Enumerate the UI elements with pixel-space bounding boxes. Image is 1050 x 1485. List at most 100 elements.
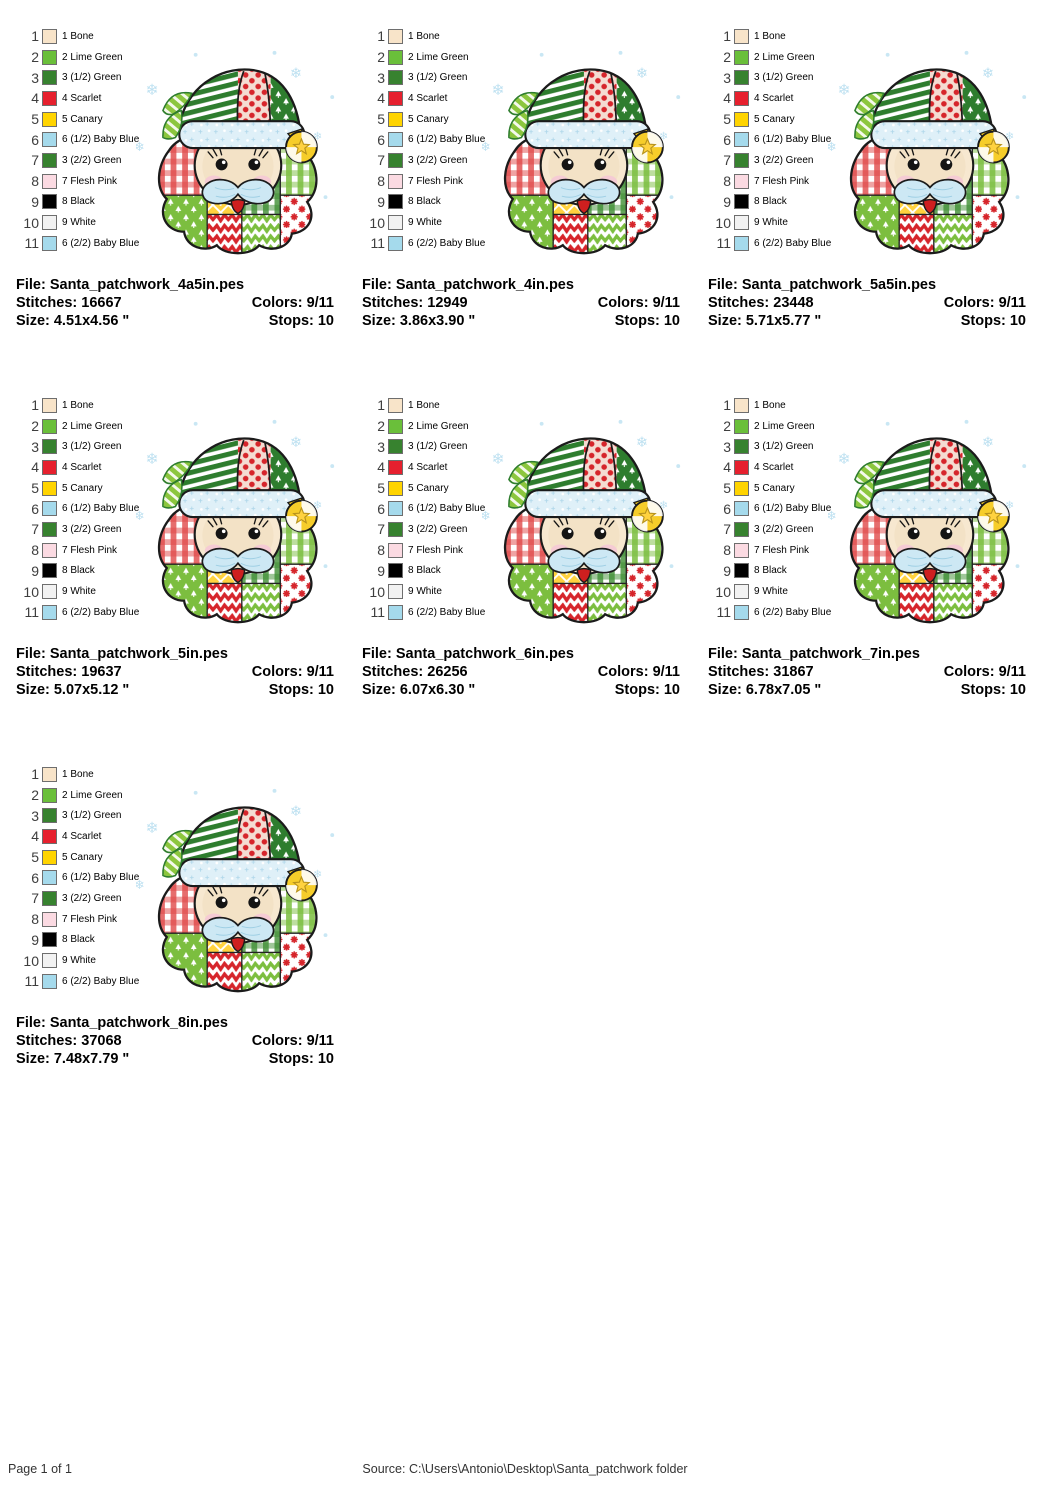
stop-count: Stops: 10: [614, 313, 680, 329]
thread-color-row: 9 8 Black: [14, 561, 139, 582]
thread-color-swatch: [734, 152, 749, 168]
thread-color-swatch: [42, 132, 57, 148]
thread-color-label: 1 Bone: [62, 30, 94, 42]
stitch-count: Stitches: 16667: [16, 295, 122, 311]
thread-number: 4: [377, 90, 385, 107]
thread-color-list: 1 1 Bone 2 2 Lime Green 3 3 (1/2) Green …: [360, 395, 485, 623]
thread-color-row: 2 2 Lime Green: [14, 47, 139, 68]
thread-number: 10: [23, 583, 39, 600]
thread-color-row: 1 1 Bone: [706, 26, 831, 47]
design-size: Size: 7.48x7.79 ": [16, 1051, 130, 1067]
thread-color-label: 1 Bone: [408, 399, 440, 411]
design-card: 1 1 Bone 2 2 Lime Green 3 3 (1/2) Green …: [14, 395, 338, 740]
thread-color-label: 9 White: [754, 217, 788, 229]
thread-color-swatch: [42, 890, 57, 906]
thread-number: 5: [31, 111, 39, 128]
thread-number: 5: [31, 849, 39, 866]
thread-color-row: 3 3 (1/2) Green: [706, 436, 831, 457]
thread-color-swatch: [42, 480, 57, 496]
thread-color-label: 8 Black: [62, 565, 95, 577]
thread-color-swatch: [388, 521, 403, 537]
thread-number: 3: [723, 69, 731, 86]
color-count: Colors: 9/11: [597, 295, 680, 311]
design-info: File: Santa_patchwork_5in.pes Stitches: …: [16, 645, 334, 699]
thread-color-row: 11 6 (2/2) Baby Blue: [360, 602, 485, 623]
design-preview-image: [136, 411, 338, 627]
thread-color-row: 11 6 (2/2) Baby Blue: [706, 233, 831, 254]
thread-number: 6: [723, 131, 731, 148]
thread-color-label: 1 Bone: [754, 30, 786, 42]
thread-number: 8: [723, 542, 731, 559]
thread-number: 9: [377, 562, 385, 579]
design-preview-image: [828, 42, 1030, 258]
thread-color-label: 2 Lime Green: [408, 51, 469, 63]
design-preview-image: [482, 411, 684, 627]
stitch-count: Stitches: 31867: [708, 664, 814, 680]
thread-color-label: 4 Scarlet: [408, 461, 448, 473]
design-size: Size: 3.86x3.90 ": [362, 313, 476, 329]
thread-color-row: 2 2 Lime Green: [360, 47, 485, 68]
thread-color-label: 3 (1/2) Green: [754, 441, 814, 453]
design-card: 1 1 Bone 2 2 Lime Green 3 3 (1/2) Green …: [14, 764, 338, 1109]
thread-color-swatch: [734, 439, 749, 455]
stop-count: Stops: 10: [960, 313, 1026, 329]
thread-number: 4: [723, 459, 731, 476]
design-preview-image: [136, 780, 338, 996]
thread-color-label: 3 (1/2) Green: [62, 72, 122, 84]
thread-color-swatch: [388, 439, 403, 455]
thread-color-row: 10 9 White: [14, 950, 139, 971]
thread-color-row: 6 6 (1/2) Baby Blue: [14, 498, 139, 519]
file-name: File: Santa_patchwork_4in.pes: [362, 277, 574, 293]
thread-color-row: 3 3 (1/2) Green: [14, 67, 139, 88]
thread-color-swatch: [734, 173, 749, 189]
file-name: File: Santa_patchwork_7in.pes: [708, 646, 920, 662]
thread-number: 11: [716, 604, 731, 621]
thread-color-swatch: [388, 28, 403, 44]
thread-color-row: 7 3 (2/2) Green: [14, 519, 139, 540]
thread-number: 7: [377, 152, 385, 169]
color-count: Colors: 9/11: [251, 664, 334, 680]
thread-color-row: 4 4 Scarlet: [14, 457, 139, 478]
thread-number: 3: [377, 69, 385, 86]
thread-color-swatch: [388, 111, 403, 127]
thread-color-swatch: [42, 973, 57, 989]
thread-number: 11: [24, 973, 39, 990]
thread-color-swatch: [42, 604, 57, 620]
thread-number: 3: [377, 438, 385, 455]
thread-color-label: 6 (2/2) Baby Blue: [754, 606, 832, 618]
thread-color-list: 1 1 Bone 2 2 Lime Green 3 3 (1/2) Green …: [360, 26, 485, 254]
thread-color-label: 3 (2/2) Green: [754, 154, 814, 166]
thread-number: 8: [31, 911, 39, 928]
thread-number: 1: [377, 28, 385, 45]
thread-color-swatch: [388, 563, 403, 579]
thread-number: 7: [31, 521, 39, 538]
thread-color-row: 9 8 Black: [706, 192, 831, 213]
thread-color-label: 9 White: [62, 586, 96, 598]
thread-color-label: 3 (1/2) Green: [408, 72, 468, 84]
thread-color-swatch: [42, 932, 57, 948]
design-size: Size: 4.51x4.56 ": [16, 313, 130, 329]
thread-color-label: 9 White: [62, 955, 96, 967]
thread-number: 10: [23, 214, 39, 231]
thread-color-swatch: [42, 563, 57, 579]
thread-color-label: 2 Lime Green: [62, 420, 123, 432]
thread-color-row: 1 1 Bone: [706, 395, 831, 416]
stitch-count: Stitches: 23448: [708, 295, 814, 311]
thread-color-row: 3 3 (1/2) Green: [14, 805, 139, 826]
thread-number: 2: [31, 418, 39, 435]
design-info: File: Santa_patchwork_7in.pes Stitches: …: [708, 645, 1026, 699]
thread-number: 6: [31, 500, 39, 517]
thread-color-row: 11 6 (2/2) Baby Blue: [14, 602, 139, 623]
thread-color-row: 11 6 (2/2) Baby Blue: [14, 971, 139, 992]
design-info: File: Santa_patchwork_6in.pes Stitches: …: [362, 645, 680, 699]
page-number: Page 1 of 1: [8, 1462, 72, 1476]
thread-color-row: 9 8 Black: [360, 561, 485, 582]
thread-color-row: 5 5 Canary: [360, 109, 485, 130]
thread-number: 8: [31, 173, 39, 190]
thread-color-label: 8 Black: [62, 934, 95, 946]
thread-color-swatch: [388, 584, 403, 600]
thread-number: 5: [723, 480, 731, 497]
thread-color-row: 2 2 Lime Green: [14, 416, 139, 437]
thread-color-label: 6 (1/2) Baby Blue: [754, 134, 832, 146]
thread-color-swatch: [388, 235, 403, 251]
